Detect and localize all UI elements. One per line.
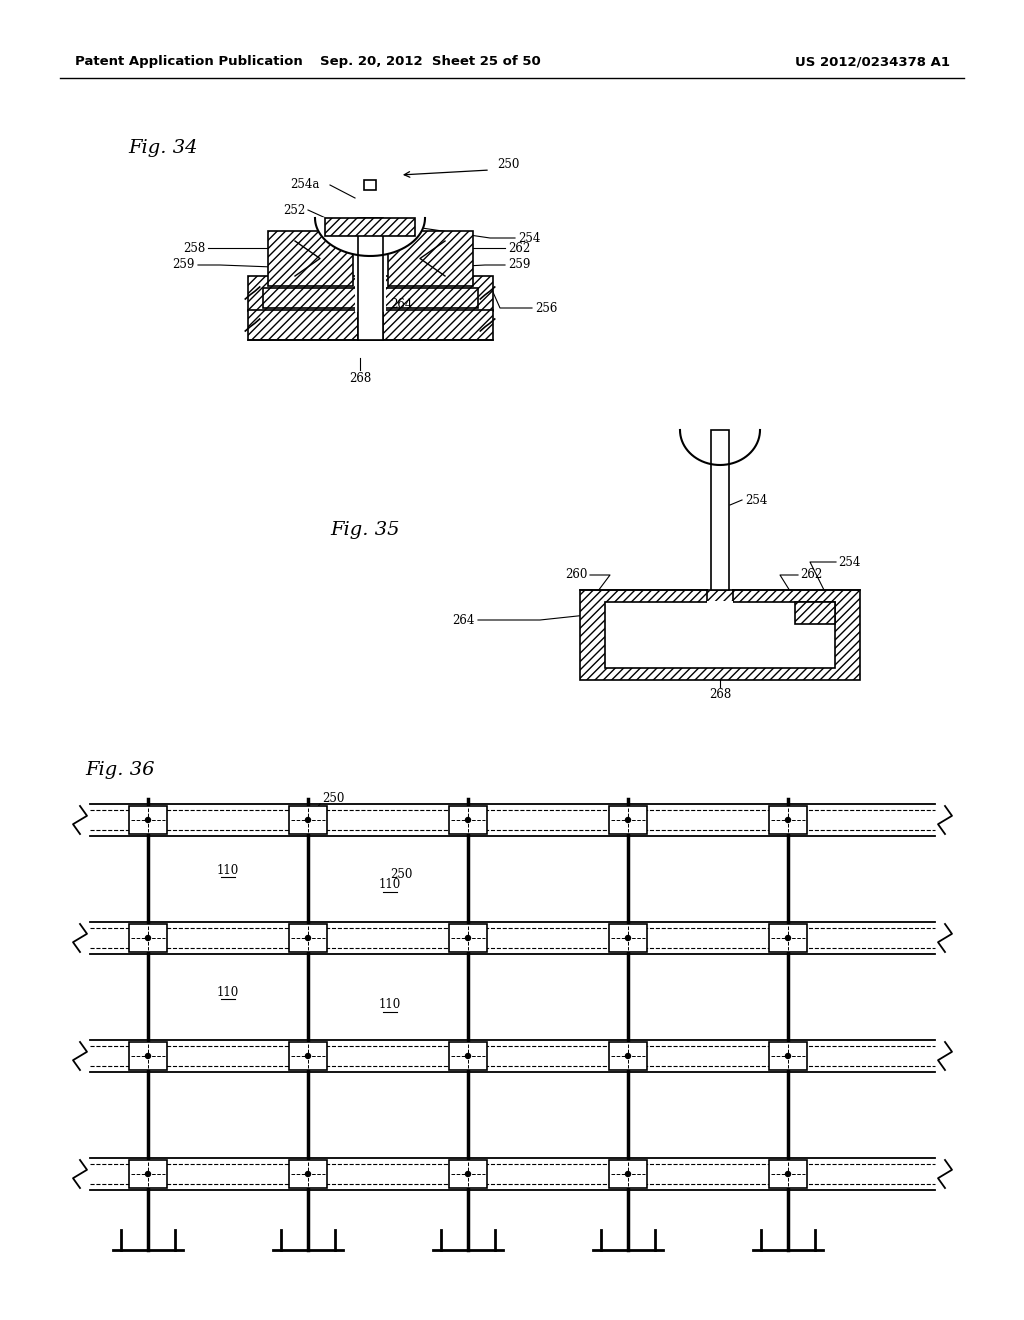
Bar bbox=[129, 924, 167, 952]
Text: 264: 264 bbox=[390, 298, 413, 312]
Bar bbox=[769, 1160, 807, 1188]
Circle shape bbox=[785, 1053, 791, 1059]
Bar bbox=[129, 1041, 167, 1071]
Circle shape bbox=[145, 817, 151, 822]
Text: 259: 259 bbox=[173, 259, 195, 272]
Circle shape bbox=[466, 936, 470, 940]
Bar bbox=[449, 924, 487, 952]
Text: 259: 259 bbox=[508, 259, 530, 272]
Text: Patent Application Publication: Patent Application Publication bbox=[75, 55, 303, 69]
Bar bbox=[605, 602, 835, 668]
Text: 254: 254 bbox=[518, 231, 541, 244]
Circle shape bbox=[626, 936, 631, 940]
Circle shape bbox=[466, 817, 470, 822]
Text: Fig. 36: Fig. 36 bbox=[85, 762, 155, 779]
Bar bbox=[609, 924, 647, 952]
Bar bbox=[357, 218, 383, 341]
Text: 268: 268 bbox=[709, 689, 731, 701]
Bar bbox=[289, 1041, 327, 1071]
Bar bbox=[267, 231, 352, 286]
Bar bbox=[129, 1160, 167, 1188]
Bar bbox=[580, 590, 860, 680]
Bar bbox=[248, 276, 493, 312]
Polygon shape bbox=[315, 218, 425, 256]
Bar bbox=[129, 807, 167, 834]
Circle shape bbox=[466, 1172, 470, 1176]
Text: 110: 110 bbox=[217, 986, 240, 998]
Text: 254: 254 bbox=[838, 556, 860, 569]
Circle shape bbox=[785, 817, 791, 822]
Text: 250: 250 bbox=[390, 869, 413, 882]
Bar bbox=[364, 180, 376, 190]
Circle shape bbox=[626, 817, 631, 822]
Text: Fig. 34: Fig. 34 bbox=[128, 139, 198, 157]
Bar bbox=[289, 1160, 327, 1188]
Bar bbox=[248, 310, 493, 341]
Bar bbox=[609, 807, 647, 834]
Bar bbox=[387, 231, 472, 286]
Bar bbox=[262, 288, 477, 308]
Circle shape bbox=[785, 1172, 791, 1176]
Text: 262: 262 bbox=[508, 242, 530, 255]
Bar bbox=[769, 1041, 807, 1071]
Text: 256: 256 bbox=[535, 301, 557, 314]
Bar bbox=[449, 1160, 487, 1188]
Circle shape bbox=[145, 1053, 151, 1059]
Text: Sep. 20, 2012  Sheet 25 of 50: Sep. 20, 2012 Sheet 25 of 50 bbox=[319, 55, 541, 69]
Circle shape bbox=[305, 817, 310, 822]
Bar bbox=[711, 430, 729, 590]
Circle shape bbox=[626, 1053, 631, 1059]
Polygon shape bbox=[680, 430, 760, 465]
Text: 110: 110 bbox=[379, 879, 401, 891]
Text: 254a: 254a bbox=[291, 178, 319, 191]
Circle shape bbox=[785, 936, 791, 940]
Bar bbox=[609, 1160, 647, 1188]
Text: 254: 254 bbox=[745, 494, 767, 507]
Text: 264: 264 bbox=[453, 614, 475, 627]
Text: 268: 268 bbox=[349, 371, 371, 384]
Circle shape bbox=[305, 1172, 310, 1176]
Text: Fig. 35: Fig. 35 bbox=[330, 521, 399, 539]
Circle shape bbox=[305, 1053, 310, 1059]
Text: 252: 252 bbox=[283, 203, 305, 216]
Bar bbox=[795, 602, 835, 624]
Circle shape bbox=[466, 1053, 470, 1059]
Bar bbox=[289, 924, 327, 952]
Circle shape bbox=[626, 1172, 631, 1176]
Bar bbox=[769, 807, 807, 834]
Bar bbox=[609, 1041, 647, 1071]
Circle shape bbox=[145, 936, 151, 940]
Circle shape bbox=[305, 936, 310, 940]
Bar bbox=[769, 924, 807, 952]
Bar bbox=[449, 1041, 487, 1071]
Bar bbox=[354, 275, 385, 312]
Bar bbox=[325, 218, 415, 236]
Text: 262: 262 bbox=[800, 569, 822, 582]
Text: US 2012/0234378 A1: US 2012/0234378 A1 bbox=[795, 55, 950, 69]
Text: 250: 250 bbox=[497, 158, 519, 172]
Bar bbox=[707, 601, 733, 615]
Bar bbox=[289, 807, 327, 834]
Text: 250: 250 bbox=[322, 792, 344, 804]
Circle shape bbox=[145, 1172, 151, 1176]
Text: 110: 110 bbox=[379, 998, 401, 1011]
Text: 110: 110 bbox=[217, 863, 240, 876]
Text: 260: 260 bbox=[565, 569, 588, 582]
Text: 258: 258 bbox=[182, 242, 205, 255]
Bar bbox=[449, 807, 487, 834]
